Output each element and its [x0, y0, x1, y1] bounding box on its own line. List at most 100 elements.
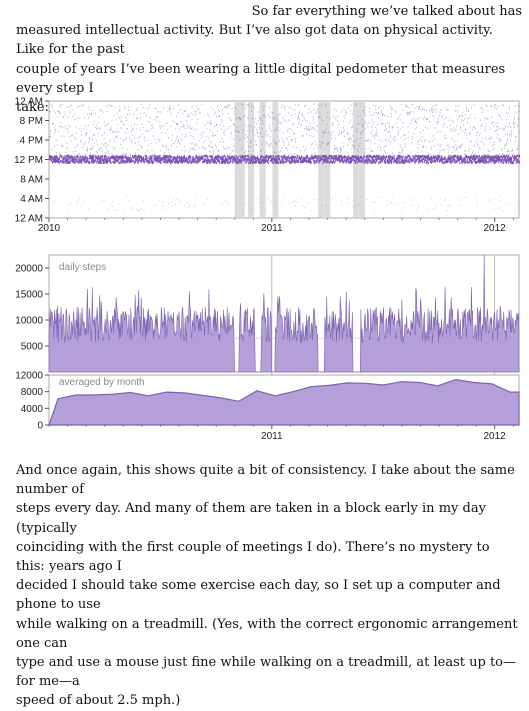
- activity-point: [263, 158, 266, 161]
- activity-point: [236, 161, 238, 164]
- activity-point: [238, 131, 240, 133]
- activity-point: [495, 156, 497, 159]
- activity-point: [381, 140, 383, 143]
- activity-point: [113, 157, 115, 160]
- activity-point: [483, 161, 485, 164]
- activity-point: [423, 155, 425, 158]
- activity-point: [354, 155, 356, 158]
- activity-point: [487, 155, 489, 158]
- activity-point: [379, 144, 381, 146]
- activity-point: [443, 122, 445, 125]
- activity-point: [307, 160, 309, 163]
- activity-point: [513, 154, 516, 158]
- activity-point: [322, 154, 324, 157]
- activity-point: [321, 155, 323, 158]
- activity-point: [102, 161, 104, 164]
- activity-point: [168, 155, 170, 158]
- activity-point: [204, 124, 206, 126]
- activity-point: [89, 109, 90, 111]
- activity-point: [265, 154, 267, 157]
- activity-point: [271, 157, 273, 161]
- activity-point: [283, 106, 285, 108]
- activity-point: [458, 105, 460, 107]
- activity-point: [176, 160, 178, 164]
- activity-point: [133, 128, 134, 130]
- activity-point: [80, 139, 82, 142]
- activity-point: [439, 112, 441, 115]
- activity-point: [89, 157, 91, 160]
- activity-point: [307, 157, 309, 160]
- activity-point: [399, 161, 401, 164]
- activity-point: [130, 154, 132, 156]
- activity-point: [286, 159, 288, 162]
- activity-point: [360, 155, 362, 159]
- activity-point: [413, 159, 415, 162]
- activity-point: [511, 154, 514, 157]
- activity-point: [132, 128, 133, 131]
- activity-point: [463, 159, 465, 162]
- activity-point: [413, 132, 415, 135]
- activity-point: [489, 158, 491, 162]
- activity-point: [295, 161, 297, 164]
- activity-point: [370, 159, 372, 163]
- activity-point: [122, 147, 124, 149]
- activity-point: [396, 161, 398, 164]
- activity-point: [67, 116, 69, 118]
- activity-point: [128, 106, 130, 108]
- activity-point: [110, 128, 112, 130]
- activity-point: [467, 161, 469, 164]
- activity-point: [208, 159, 210, 162]
- activity-point: [278, 139, 280, 142]
- activity-point: [427, 154, 430, 157]
- activity-point: [220, 160, 223, 163]
- activity-point: [70, 154, 72, 156]
- activity-point: [411, 158, 413, 161]
- activity-point: [135, 155, 138, 158]
- activity-point: [325, 155, 327, 158]
- activity-point: [218, 156, 220, 159]
- y-tick-label: 12 PM: [14, 155, 43, 166]
- activity-point: [494, 107, 496, 109]
- activity-point: [100, 147, 102, 150]
- activity-point: [427, 161, 430, 165]
- activity-point: [418, 143, 420, 146]
- activity-point: [395, 161, 397, 164]
- activity-point: [53, 132, 55, 134]
- activity-point: [153, 153, 155, 155]
- activity-point: [345, 156, 348, 159]
- activity-point: [455, 155, 457, 158]
- activity-point: [341, 200, 342, 202]
- activity-point: [129, 113, 131, 115]
- activity-point: [55, 159, 57, 163]
- activity-point: [289, 106, 291, 109]
- activity-point: [506, 118, 508, 121]
- activity-point: [250, 142, 252, 144]
- activity-point: [227, 104, 229, 106]
- activity-point: [447, 157, 449, 160]
- activity-point: [421, 159, 423, 162]
- activity-point: [336, 147, 338, 149]
- activity-point: [227, 203, 229, 205]
- activity-point: [179, 157, 182, 160]
- activity-point: [234, 138, 236, 140]
- activity-point: [123, 156, 125, 159]
- activity-point: [311, 142, 313, 145]
- activity-point: [129, 156, 131, 159]
- activity-point: [79, 159, 81, 162]
- activity-point: [104, 160, 106, 163]
- activity-point: [232, 156, 234, 159]
- activity-point: [332, 198, 334, 200]
- activity-point: [339, 155, 341, 158]
- activity-point: [317, 155, 319, 158]
- activity-point: [414, 107, 416, 109]
- activity-point: [305, 128, 307, 130]
- activity-point: [418, 140, 420, 142]
- activity-point: [86, 156, 88, 159]
- activity-point: [259, 127, 260, 129]
- activity-point: [364, 127, 366, 129]
- activity-point: [183, 110, 185, 112]
- activity-point: [334, 147, 336, 149]
- activity-point: [501, 119, 503, 121]
- activity-point: [385, 204, 387, 206]
- activity-point: [159, 159, 161, 162]
